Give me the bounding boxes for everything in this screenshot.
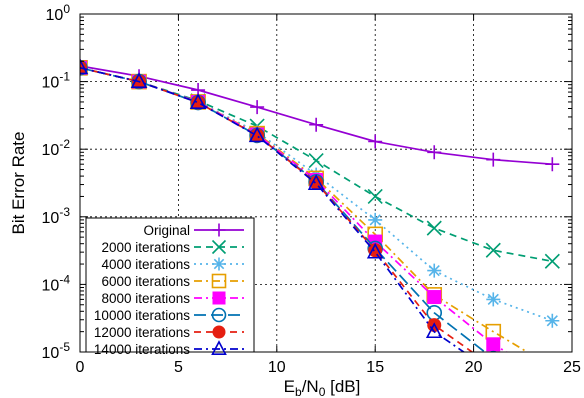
y-tick-label: 10-5: [42, 340, 71, 362]
x-tick-label: 5: [174, 359, 183, 376]
x-axis-label-sub1: b: [295, 385, 302, 398]
square-marker: [211, 273, 227, 289]
star-marker: [545, 313, 560, 328]
x-tick-labels: 0 5 10 15 20 25: [76, 359, 581, 376]
x-marker: [426, 220, 442, 236]
star-marker: [427, 263, 442, 278]
filled-square-marker: [545, 372, 559, 386]
circle-marker: [211, 307, 227, 323]
star-marker: [368, 212, 383, 227]
plus-marker: [250, 100, 265, 115]
x-marker: [308, 152, 324, 169]
plus-marker: [368, 134, 383, 149]
plus-marker: [212, 223, 226, 237]
filled-circle-marker: [309, 175, 324, 190]
filled-square-marker: [427, 290, 442, 305]
plot-series: [80, 58, 560, 398]
plot-frame: [79, 13, 573, 353]
y-tick-label: 10-2: [42, 137, 71, 159]
legend-entry: Original: [143, 223, 244, 238]
y-tick-label: 10-3: [42, 205, 71, 227]
triangle-marker: [486, 365, 500, 378]
triangle-marker: [248, 126, 266, 143]
legend-entry: 2000 iterations: [101, 239, 244, 255]
triangle-marker: [130, 72, 148, 88]
triangle-marker: [366, 242, 384, 259]
y-tick-label: 100: [46, 2, 71, 24]
filled-circle-marker: [486, 360, 500, 374]
legend-entry: 8000 iterations: [101, 291, 244, 306]
legend-label: 14000 iterations: [94, 342, 190, 357]
filled-circle-marker: [545, 392, 559, 398]
y-tick-labels: 100 10-1 10-2 10-3 10-4 10-5: [42, 2, 71, 362]
x-axis-label: Eb/N0 [dB]: [284, 377, 361, 398]
x-tick-label: 15: [366, 359, 384, 376]
x-tick-label: 25: [563, 359, 581, 376]
x-marker: [211, 239, 227, 255]
triangle-marker: [425, 322, 443, 339]
triangle-marker: [545, 392, 559, 398]
x-tick-label: 10: [268, 359, 286, 376]
grid: [80, 14, 572, 352]
legend-label: 6000 iterations: [101, 274, 190, 289]
series-1: [80, 59, 560, 172]
legend-entry: 12000 iterations: [94, 325, 244, 340]
plus-marker: [427, 145, 442, 160]
legend-entry: 10000 iterations: [94, 307, 244, 323]
triangle-marker: [211, 340, 227, 355]
plus-marker: [486, 152, 501, 167]
legend-label: 8000 iterations: [101, 291, 190, 306]
star-marker: [212, 257, 226, 271]
triangle-marker: [189, 93, 207, 109]
x-axis-label-main: E: [284, 377, 295, 396]
legend-label: 4000 iterations: [101, 257, 190, 272]
circle-marker: [545, 380, 559, 394]
axis-ticks: [79, 13, 573, 353]
legend-entry: 4000 iterations: [101, 257, 244, 272]
x-tick-label: 0: [76, 359, 85, 376]
x-marker: [367, 188, 383, 205]
y-tick-label: 10-4: [42, 272, 71, 294]
plus-marker: [545, 157, 560, 172]
plus-marker: [309, 117, 324, 132]
x-tick-label: 20: [465, 359, 483, 376]
legend-entry: 14000 iterations: [94, 340, 244, 357]
legend-label: 10000 iterations: [94, 308, 190, 323]
x-axis-label-tail: [dB]: [325, 377, 360, 396]
filled-circle-marker: [191, 95, 206, 110]
legend-label: Original: [143, 223, 190, 238]
filled-circle-marker: [250, 128, 265, 143]
series-8: [80, 58, 559, 398]
triangle-marker: [80, 58, 89, 75]
filled-square-marker: [212, 291, 226, 305]
x-axis-label-mid: /N: [302, 377, 319, 396]
circle-marker: [489, 350, 498, 352]
filled-circle-marker: [368, 243, 383, 258]
y-axis-label: Bit Error Rate: [9, 132, 28, 235]
legend: Original 2000 iterations 4000 iterations 60…: [85, 217, 255, 357]
legend-entry: 6000 iterations: [101, 273, 244, 289]
star-marker: [486, 292, 501, 307]
triangle-marker: [307, 174, 325, 190]
filled-square-marker: [486, 337, 501, 352]
x-marker: [485, 242, 501, 258]
y-tick-label: 10-1: [42, 70, 71, 92]
legend-label: 2000 iterations: [101, 240, 190, 255]
square-marker: [545, 360, 559, 374]
x-marker: [544, 253, 560, 269]
legend-label: 12000 iterations: [94, 325, 190, 340]
x-axis-label-sub2: 0: [319, 385, 326, 398]
filled-circle-marker: [212, 325, 226, 339]
